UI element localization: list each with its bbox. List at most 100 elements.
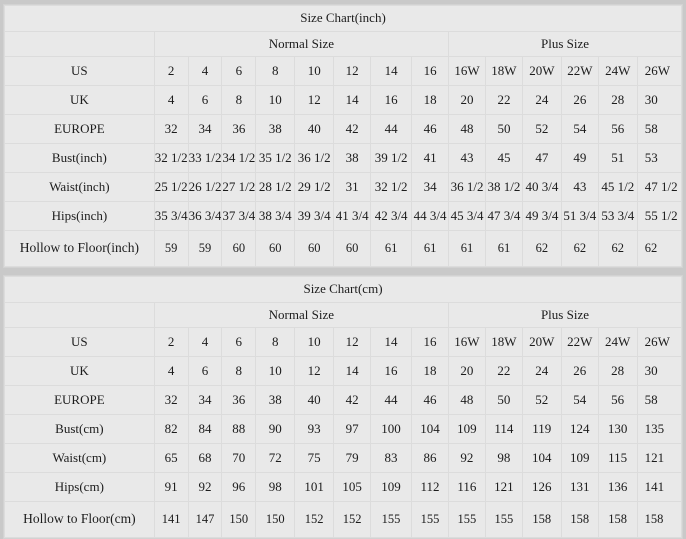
data-cell: 61: [448, 230, 486, 267]
data-cell: 155: [370, 501, 413, 538]
chart-title: Size Chart(inch): [4, 5, 682, 32]
data-cell: 44: [370, 385, 413, 415]
data-cell: 39 1/2: [370, 143, 413, 173]
data-cell: 12: [333, 56, 372, 86]
row-header-label: Bust(inch): [4, 143, 155, 173]
table-row: UK 4 6 8 10 12 14 16 18 20 22 24 26 28 30: [4, 85, 683, 115]
data-cell: 47: [521, 143, 562, 173]
data-cell: 51: [597, 143, 638, 173]
table-row: Bust(inch) 32 1/2 33 1/2 34 1/2 35 1/2 36 1/2…: [4, 143, 683, 173]
size-chart-inch: Size Chart(inch) Normal Size Plus Size US 2 4…: [3, 4, 683, 268]
data-cell: 152: [294, 501, 335, 538]
data-cell: 24: [521, 356, 562, 386]
data-cell: 37 3/4: [221, 201, 257, 231]
data-cell: 22W: [560, 56, 599, 86]
data-cell: 25 1/2: [153, 172, 189, 202]
row-header-label: Hips(cm): [4, 472, 155, 502]
data-cell: 24W: [597, 56, 638, 86]
data-cell: 4: [153, 85, 189, 115]
data-cell: 45 1/2: [597, 172, 638, 202]
data-cell: 93: [294, 414, 335, 444]
data-cell: 79: [333, 443, 372, 473]
data-cell: 26: [560, 85, 599, 115]
data-cell: 20: [447, 356, 486, 386]
data-cell: 72: [255, 443, 296, 473]
data-cell: 8: [255, 56, 296, 86]
data-cell: 158: [597, 501, 638, 538]
data-cell: 33 1/2: [187, 143, 223, 173]
data-cell: 45: [484, 143, 523, 173]
data-cell: 22: [484, 356, 523, 386]
data-cell: 136: [597, 472, 638, 502]
data-cell: 32: [153, 114, 189, 144]
data-cell: 158: [521, 501, 562, 538]
data-cell: 92: [187, 472, 223, 502]
data-cell: 75: [294, 443, 335, 473]
row-header-label: Hollow to Floor(cm): [4, 501, 155, 538]
data-cell: 34: [187, 385, 223, 415]
data-cell: 121: [484, 472, 523, 502]
data-cell: 91: [153, 472, 189, 502]
data-cell: 44 3/4: [411, 201, 450, 231]
data-cell: 31: [333, 172, 372, 202]
data-cell: 86: [411, 443, 449, 473]
data-cell: 32: [153, 385, 189, 415]
data-cell: 141: [636, 472, 683, 502]
data-cell: 41 3/4: [333, 201, 372, 231]
data-cell: 42 3/4: [370, 201, 413, 231]
data-cell: 43: [560, 172, 599, 202]
size-band-header: Normal Size: [153, 31, 450, 57]
data-cell: 119: [521, 414, 562, 444]
data-cell: 61: [411, 230, 450, 267]
data-cell: 131: [560, 472, 599, 502]
table-row: US 2 4 6 8 10 12 14 16 16W 18W 20W 22W 24W 26W: [4, 327, 683, 357]
data-cell: 26 1/2: [187, 172, 223, 202]
data-cell: 16: [411, 327, 449, 357]
data-cell: 45 3/4: [448, 201, 486, 231]
data-cell: 61: [484, 230, 523, 267]
table-row: Waist(cm) 65 68 70 72 75 79 83 86 92 98 104 109 115 12…: [4, 443, 683, 473]
data-cell: 104: [411, 414, 449, 444]
chart-title-row: Size Chart(inch): [4, 5, 682, 32]
data-cell: 38: [333, 143, 372, 173]
data-cell: 68: [187, 443, 223, 473]
data-cell: 56: [597, 114, 638, 144]
data-cell: 16W: [448, 56, 486, 86]
data-cell: 155: [484, 501, 523, 538]
data-cell: 65: [153, 443, 189, 473]
row-header-label: Hollow to Floor(inch): [4, 230, 155, 267]
data-cell: 10: [294, 56, 335, 86]
data-cell: 16: [370, 356, 413, 386]
size-chart-inch-body: Size Chart(inch) Normal Size Plus Size US 2 4…: [4, 5, 683, 267]
row-header-label: Waist(cm): [4, 443, 155, 473]
data-cell: 26W: [636, 56, 683, 86]
data-cell: 147: [187, 501, 223, 538]
data-cell: 18: [411, 85, 450, 115]
data-cell: 100: [370, 414, 413, 444]
size-band-header: Plus Size: [448, 31, 682, 57]
data-cell: 109: [560, 443, 599, 473]
data-cell: 135: [636, 414, 683, 444]
data-cell: 48: [447, 385, 486, 415]
table-row: Hips(cm) 91 92 96 98 101 105 109 112 116 121 126 131…: [4, 472, 683, 502]
data-cell: 55 1/2: [636, 201, 683, 231]
data-cell: 38: [255, 385, 296, 415]
data-cell: 40 3/4: [521, 172, 562, 202]
data-cell: 44: [370, 114, 413, 144]
data-cell: 70: [221, 443, 257, 473]
data-cell: 90: [255, 414, 296, 444]
data-cell: 47 3/4: [484, 201, 523, 231]
band-corner-cell: [4, 31, 155, 57]
data-cell: 6: [187, 356, 223, 386]
data-cell: 88: [221, 414, 257, 444]
data-cell: 22W: [560, 327, 599, 357]
data-cell: 4: [153, 356, 189, 386]
data-cell: 82: [153, 414, 189, 444]
data-cell: 34: [187, 114, 223, 144]
size-band-row: Normal Size Plus Size: [4, 302, 683, 328]
data-cell: 48: [448, 114, 486, 144]
data-cell: 32 1/2: [370, 172, 413, 202]
data-cell: 59: [187, 230, 223, 267]
data-cell: 141: [153, 501, 189, 538]
row-header-label: Bust(cm): [4, 414, 155, 444]
